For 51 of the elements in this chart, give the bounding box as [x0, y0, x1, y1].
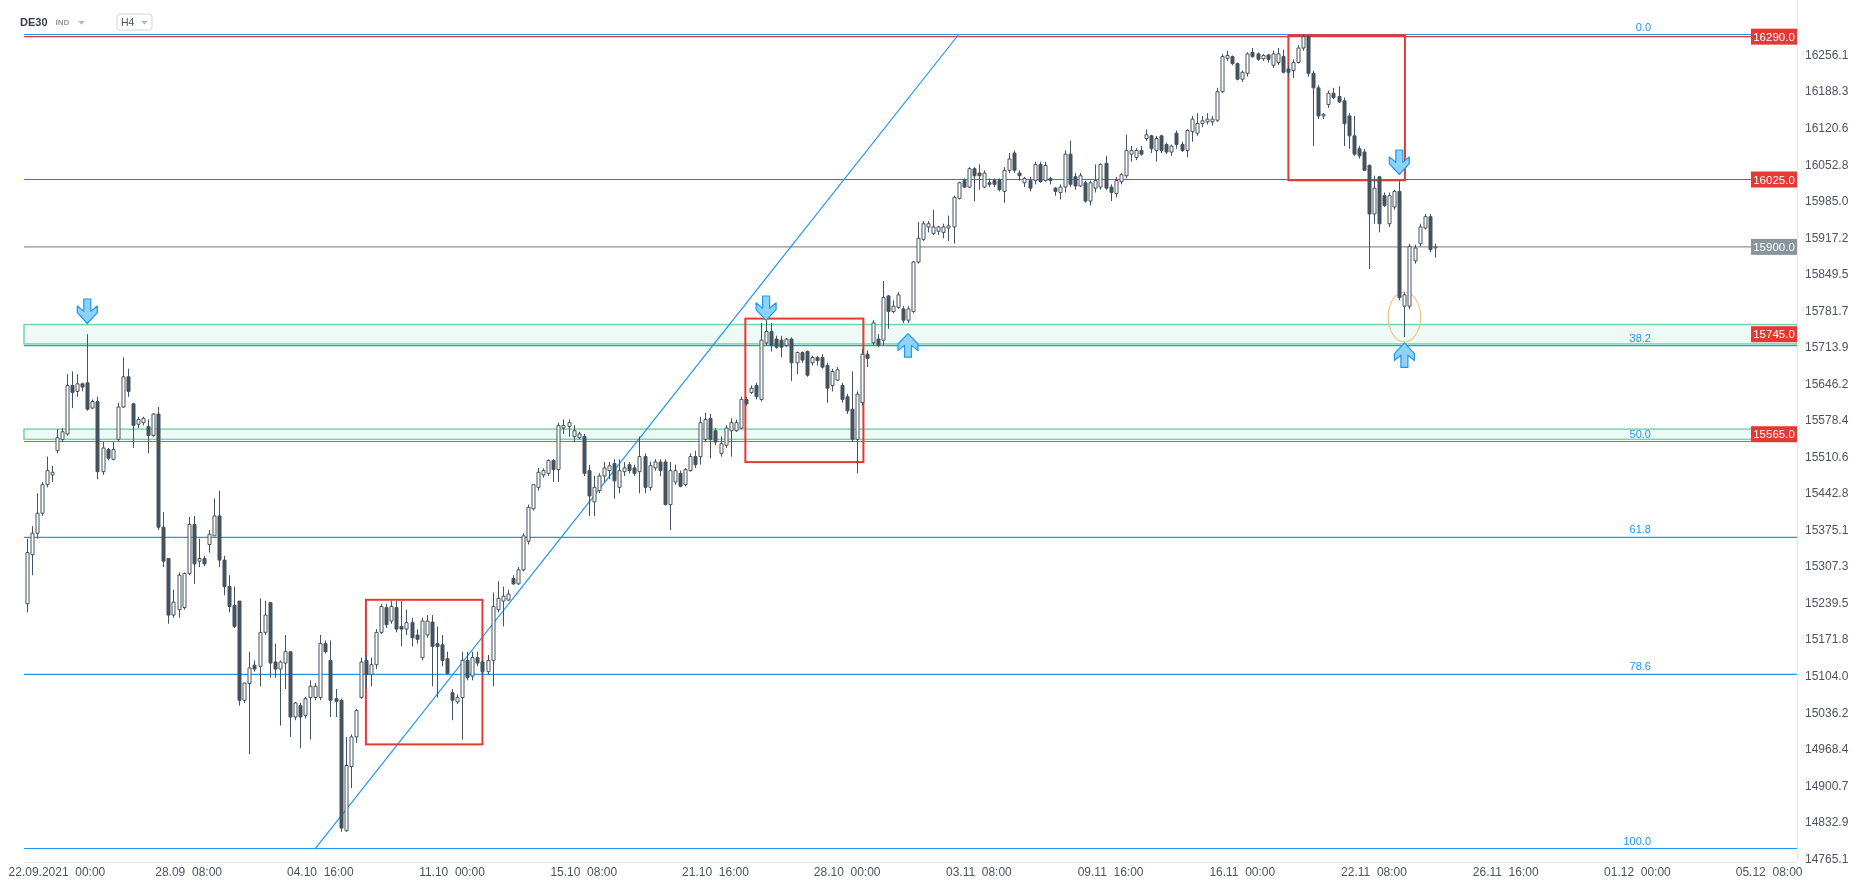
x-tick-label: 11.10 00:00 [419, 865, 486, 879]
y-tick-label: 14900.7 [1805, 778, 1849, 793]
x-tick-label: 22.11 08:00 [1341, 865, 1408, 879]
y-tick-label: 14765.1 [1805, 851, 1849, 866]
x-tick-label: 03.11 08:00 [945, 865, 1013, 879]
y-tick-label: 15375.1 [1805, 522, 1849, 537]
x-tick-label: 16.11 00:00 [1209, 865, 1276, 879]
y-tick-label: 14832.9 [1805, 815, 1849, 830]
y-tick-label: 15713.9 [1805, 340, 1849, 355]
y-tick-label: 15036.2 [1805, 705, 1849, 720]
annotation: 38.2 [1629, 331, 1651, 344]
ref-line-label: 15900.0 [1753, 240, 1795, 253]
y-tick-label: 15646.2 [1805, 376, 1849, 391]
y-tick-label: 15171.8 [1805, 632, 1849, 647]
y-tick-label: 14968.4 [1805, 742, 1849, 757]
band-label: 15565.0 [1753, 428, 1795, 441]
y-tick-label: 16052.8 [1805, 157, 1849, 172]
x-tick-label: 15.10 08:00 [550, 865, 618, 879]
y-tick-label: 16120.6 [1805, 120, 1849, 135]
ref-line-label: 16290.0 [1753, 30, 1795, 43]
annotation: H4 [121, 16, 135, 28]
annotation: 100.0 [1623, 834, 1651, 847]
x-tick-label: 21.10 16:00 [682, 865, 750, 879]
annotation: 61.8 [1629, 523, 1651, 536]
y-tick-label: 16188.3 [1805, 84, 1849, 99]
annotation: 78.6 [1629, 660, 1651, 673]
x-tick-label: 28.10 00:00 [813, 865, 881, 879]
y-tick-label: 15442.8 [1805, 486, 1849, 501]
ref-line-label: 16025.0 [1753, 173, 1795, 186]
y-tick-label: 15104.0 [1805, 669, 1849, 684]
x-tick-label: 28.09 08:00 [155, 865, 223, 879]
text: IND [55, 18, 70, 27]
x-tick-label: 26.11 16:00 [1472, 865, 1539, 879]
y-tick-label: 15307.3 [1805, 559, 1849, 574]
band-label: 15745.0 [1753, 328, 1795, 341]
text: DE30 [20, 16, 48, 28]
y-tick-label: 15510.6 [1805, 449, 1849, 464]
x-tick-label: 01.12 00:00 [1604, 865, 1672, 879]
y-tick-label: 15985.0 [1805, 194, 1849, 209]
y-tick-label: 15917.2 [1805, 230, 1849, 245]
x-tick-label: 09.11 16:00 [1077, 865, 1144, 879]
x-tick-label: 05.12 08:00 [1735, 865, 1803, 879]
y-tick-label: 15578.4 [1805, 413, 1849, 428]
x-tick-label: 04.10 16:00 [286, 865, 355, 879]
y-tick-label: 16256.1 [1805, 47, 1849, 62]
y-tick-label: 15239.5 [1805, 595, 1849, 610]
annotation: 0.0 [1635, 20, 1651, 33]
y-tick-label: 15781.7 [1805, 303, 1849, 318]
annotation: 50.0 [1629, 427, 1651, 440]
y-tick-label: 15849.5 [1805, 267, 1849, 282]
x-tick-label: 22.09.2021 00:00 [8, 865, 106, 879]
